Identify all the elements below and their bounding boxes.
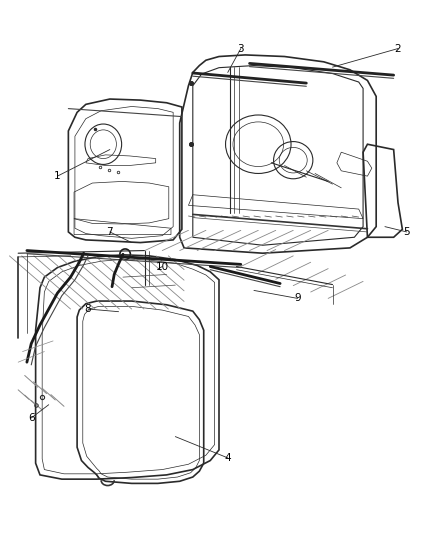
Text: 1: 1 — [54, 171, 61, 181]
Text: 5: 5 — [403, 227, 410, 237]
Text: 10: 10 — [155, 262, 169, 271]
Text: 9: 9 — [294, 293, 301, 303]
Text: 7: 7 — [106, 227, 113, 237]
Text: 2: 2 — [395, 44, 401, 53]
Text: 3: 3 — [237, 44, 244, 53]
Text: 6: 6 — [28, 413, 35, 423]
Text: 8: 8 — [85, 304, 92, 314]
Text: 4: 4 — [224, 453, 231, 463]
